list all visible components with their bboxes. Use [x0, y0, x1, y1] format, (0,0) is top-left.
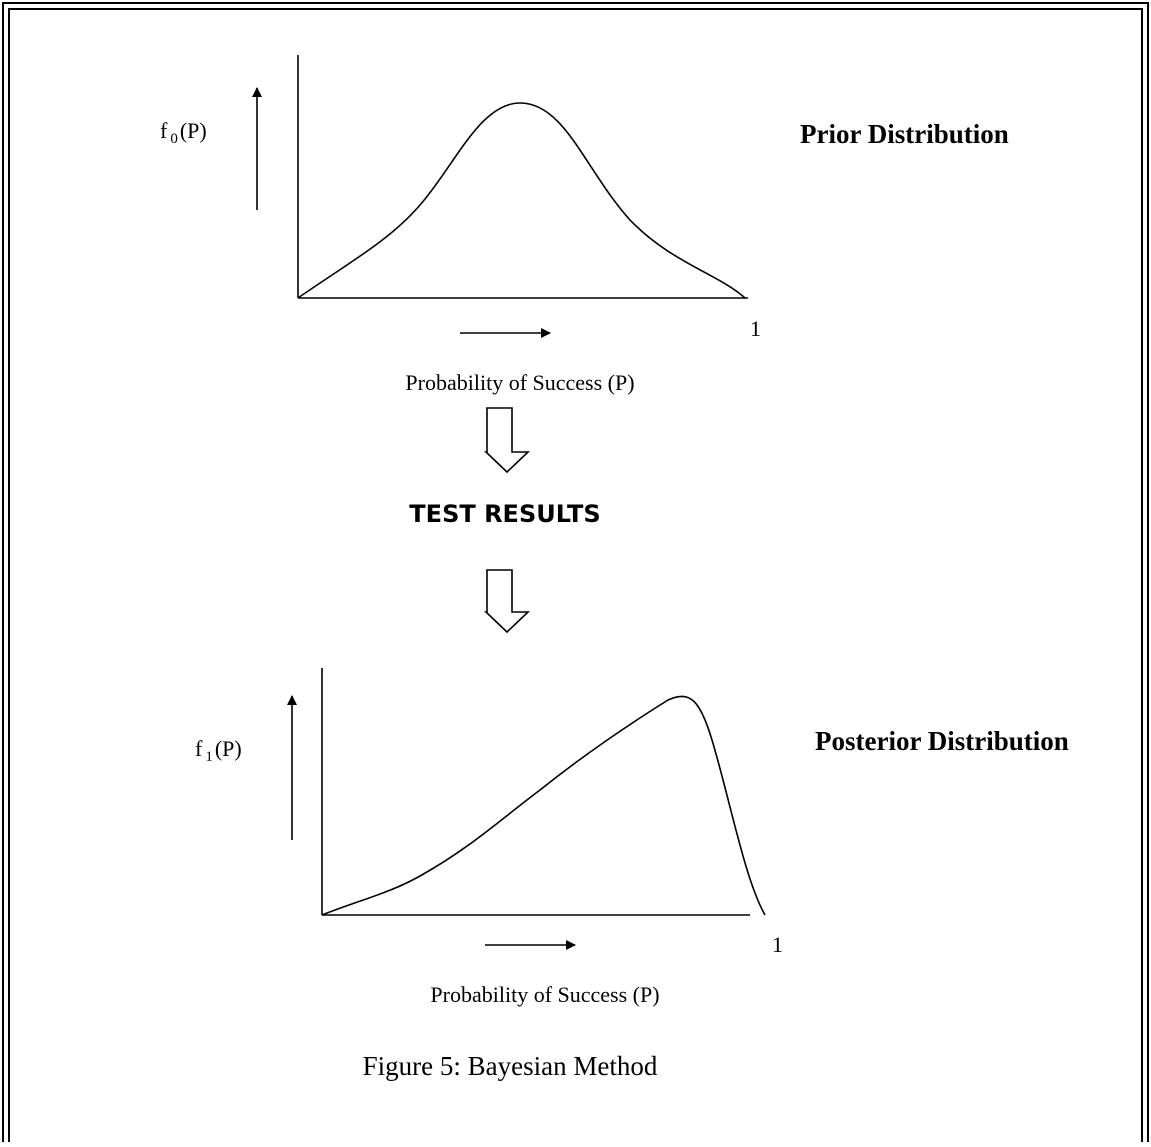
- y-label-tail: (P): [180, 118, 207, 143]
- middle-label: TEST RESULTS: [409, 500, 600, 528]
- y-label-main: f: [160, 118, 168, 143]
- posterior-curve: [321, 695, 766, 916]
- y-label: f 0(P): [160, 118, 207, 147]
- prior-curve: [297, 102, 746, 299]
- x-label: Probability of Success (P): [430, 982, 659, 1007]
- prior-chart: [252, 55, 748, 338]
- down-arrow: [484, 407, 530, 474]
- y-label-main: f: [195, 736, 203, 761]
- y-label-sub: 1: [205, 749, 213, 765]
- posterior-chart: [287, 668, 766, 950]
- x-end-label: 1: [772, 932, 783, 957]
- x-label: Probability of Success (P): [405, 370, 634, 395]
- chart-title: Prior Distribution: [800, 119, 1009, 149]
- y-label-tail: (P): [215, 736, 242, 761]
- y-label: f 1(P): [195, 736, 242, 765]
- chart-title: Posterior Distribution: [815, 726, 1069, 756]
- x-end-label: 1: [750, 316, 761, 341]
- y-label-sub: 0: [170, 131, 178, 147]
- down-arrow: [484, 569, 530, 634]
- caption: Figure 5: Bayesian Method: [363, 1051, 658, 1081]
